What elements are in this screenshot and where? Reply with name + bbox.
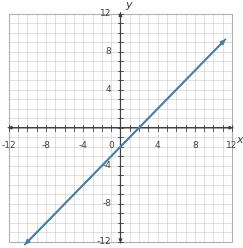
Text: -8: -8 bbox=[102, 199, 111, 208]
Text: -4: -4 bbox=[102, 161, 111, 170]
Text: -4: -4 bbox=[79, 141, 88, 150]
Text: 0: 0 bbox=[108, 141, 114, 150]
Text: 8: 8 bbox=[192, 141, 198, 150]
Text: -12: -12 bbox=[96, 237, 111, 246]
Text: 8: 8 bbox=[105, 47, 111, 56]
Text: 12: 12 bbox=[100, 9, 111, 18]
Text: 4: 4 bbox=[155, 141, 160, 150]
Text: -12: -12 bbox=[1, 141, 16, 150]
Text: y: y bbox=[125, 0, 132, 10]
Text: 12: 12 bbox=[226, 141, 238, 150]
Text: -8: -8 bbox=[42, 141, 51, 150]
Text: 4: 4 bbox=[105, 85, 111, 94]
Text: x: x bbox=[236, 135, 243, 145]
